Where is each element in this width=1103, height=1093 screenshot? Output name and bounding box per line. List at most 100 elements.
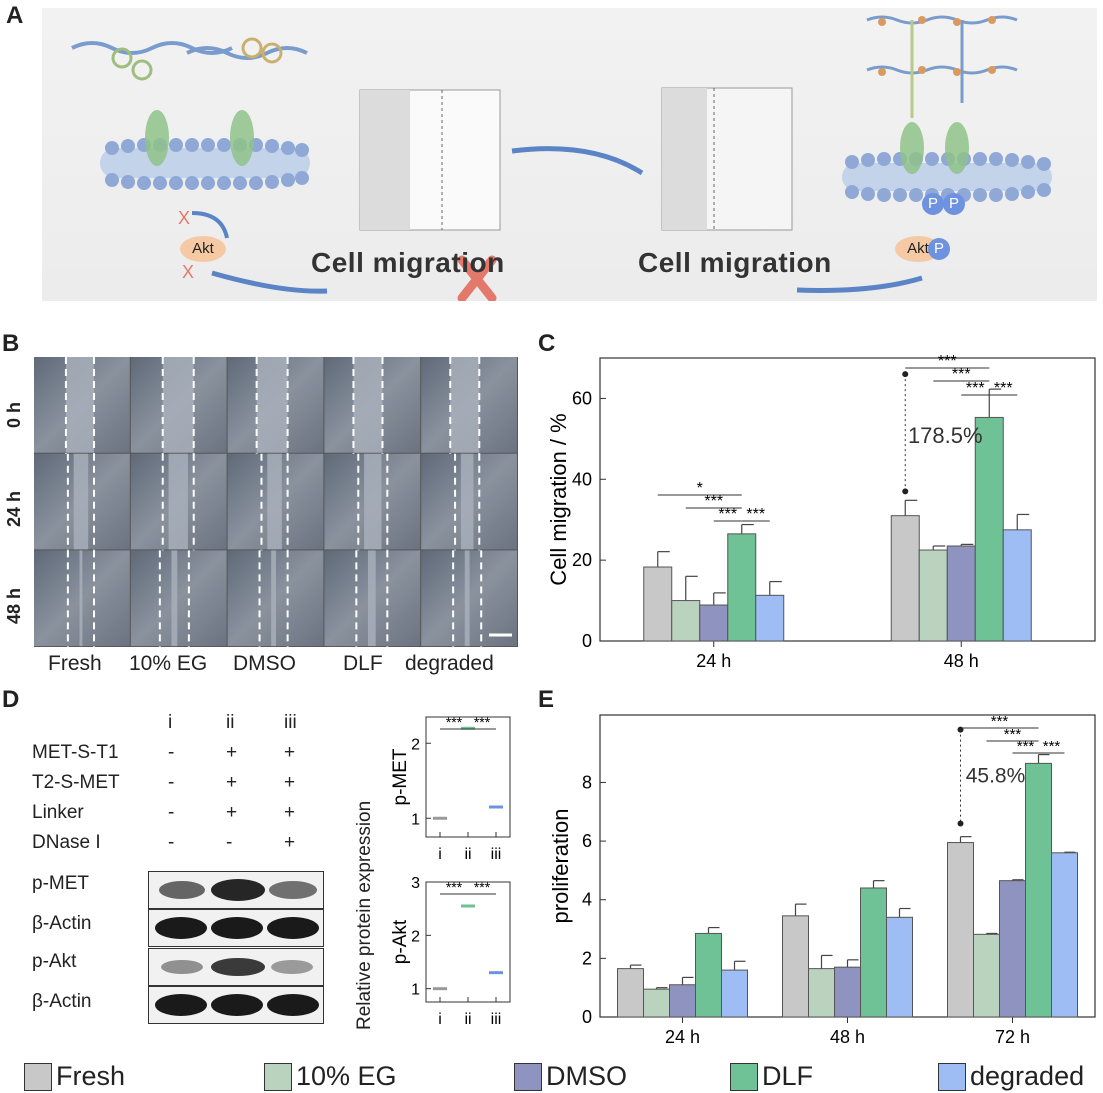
wound-gap: [256, 357, 288, 453]
bar-fresh: [947, 842, 974, 1018]
wound-gap: [450, 357, 480, 453]
bar-10eg: [918, 549, 948, 642]
significance-label: ***: [446, 879, 463, 895]
wound-gap: [367, 550, 376, 647]
aptamer-icon: [241, 37, 263, 59]
bar-dmso: [834, 966, 861, 1018]
blot-pakt: [148, 948, 324, 986]
y-tick-label: 1: [411, 982, 420, 999]
y-tick-label: 2: [411, 928, 420, 945]
legend-item: DMSO: [514, 1061, 627, 1092]
col-label-fresh: Fresh: [48, 652, 102, 675]
wound-gap: [364, 453, 382, 550]
x-tick-label: iii: [491, 846, 502, 863]
bar-degraded: [1051, 852, 1078, 1018]
legend-label: 10% EG: [296, 1061, 397, 1091]
bar-degraded: [755, 594, 785, 642]
nanoparticle-icon: [878, 16, 996, 76]
bar-fresh: [643, 566, 673, 642]
bar-dlf: [695, 932, 722, 1018]
wound-gap: [353, 357, 383, 453]
aptamer-icon: [131, 59, 153, 81]
legend-item: Fresh: [24, 1061, 125, 1092]
wound-gap: [168, 453, 188, 550]
lane-ii: ii: [226, 712, 235, 733]
x-tick-label: 24 h: [665, 1027, 700, 1047]
blot-label-actin-2: β-Actin: [32, 991, 92, 1012]
x-tick-label: 48 h: [830, 1027, 865, 1047]
plot-frame: [425, 881, 511, 1003]
aptamer-icon: [261, 42, 283, 64]
annotation-dot: [902, 488, 909, 495]
x-tick-label: i: [438, 1011, 442, 1028]
condition-label: T2-S-MET: [32, 772, 120, 793]
bar-degraded: [886, 916, 913, 1018]
bar-dmso: [999, 880, 1026, 1018]
condition-mark: +: [226, 772, 238, 793]
condition-mark: -: [226, 832, 233, 853]
red-x-icon: [457, 255, 497, 303]
blot-label-pmet: p-MET: [32, 873, 89, 894]
significance-label: ***: [746, 506, 765, 523]
bar-10eg: [643, 988, 670, 1018]
blot-pmet: [148, 871, 324, 909]
legend-swatch: [514, 1062, 542, 1091]
significance-label: ***: [938, 353, 957, 370]
annotation-dot: [902, 371, 909, 378]
bar-dlf: [1025, 762, 1052, 1018]
annotation-dot: [957, 726, 964, 733]
row-label-48h: 48 h: [4, 587, 24, 624]
phospho-badge-2: P: [943, 193, 965, 215]
significance-label: ***: [1043, 738, 1061, 755]
y-tick-label: 2: [411, 736, 420, 753]
x-tick-label: ii: [464, 846, 471, 863]
phospho-badge-1: P: [922, 193, 944, 215]
panel-e-letter: E: [538, 686, 555, 713]
blot-actin-1: [148, 909, 324, 947]
phospho-badge-akt: P: [928, 238, 950, 260]
double-arrow-icon: [511, 146, 644, 176]
x-tick-label: 48 h: [944, 651, 979, 671]
condition-mark: +: [284, 772, 296, 793]
annotation-label: 178.5%: [908, 423, 983, 448]
x-tick-label: iii: [491, 1011, 502, 1028]
y-tick-label: 6: [582, 831, 592, 851]
condition-mark: -: [168, 742, 175, 763]
y-tick-label: 0: [582, 1007, 592, 1027]
condition-mark: -: [168, 772, 175, 793]
x-tick-label: 72 h: [995, 1027, 1030, 1047]
blot-actin-2: [148, 986, 324, 1024]
akt-right-label: Akt: [907, 240, 929, 257]
y-tick-label: 3: [411, 875, 420, 892]
cell-migration-right-label: Cell migration: [638, 247, 832, 278]
y-tick-label: 40: [572, 469, 592, 489]
bar-dlf: [860, 887, 887, 1018]
y-tick-label: 60: [572, 388, 592, 408]
lane-iii: iii: [284, 712, 297, 733]
wound-gap: [464, 550, 470, 647]
y-axis-label: proliferation: [548, 809, 573, 924]
y-tick-label: 2: [582, 948, 592, 968]
condition-mark: -: [168, 832, 175, 853]
annotation-label: 45.8%: [966, 764, 1026, 787]
wound-gap: [171, 550, 178, 647]
wound-gap: [271, 550, 276, 647]
wound-image-right-icon: [661, 87, 793, 231]
panel-a-letter: A: [6, 2, 24, 29]
col-label-dmso: DMSO: [233, 652, 296, 675]
wound-gap: [162, 357, 194, 453]
condition-mark: +: [226, 742, 238, 763]
legend-label: DMSO: [546, 1061, 627, 1091]
y-tick-label: 4: [582, 890, 592, 910]
significance-label: ***: [704, 493, 723, 510]
bar-dlf: [727, 533, 757, 642]
micrograph-tile: [130, 550, 227, 647]
significance-label: ***: [991, 713, 1009, 730]
plot-frame: [599, 357, 1096, 642]
panel-d-letter: D: [2, 686, 20, 713]
y-tick-label: 0: [582, 631, 592, 651]
migration-image-grid: [34, 357, 518, 648]
cell-membrane-left-icon: [100, 110, 310, 190]
